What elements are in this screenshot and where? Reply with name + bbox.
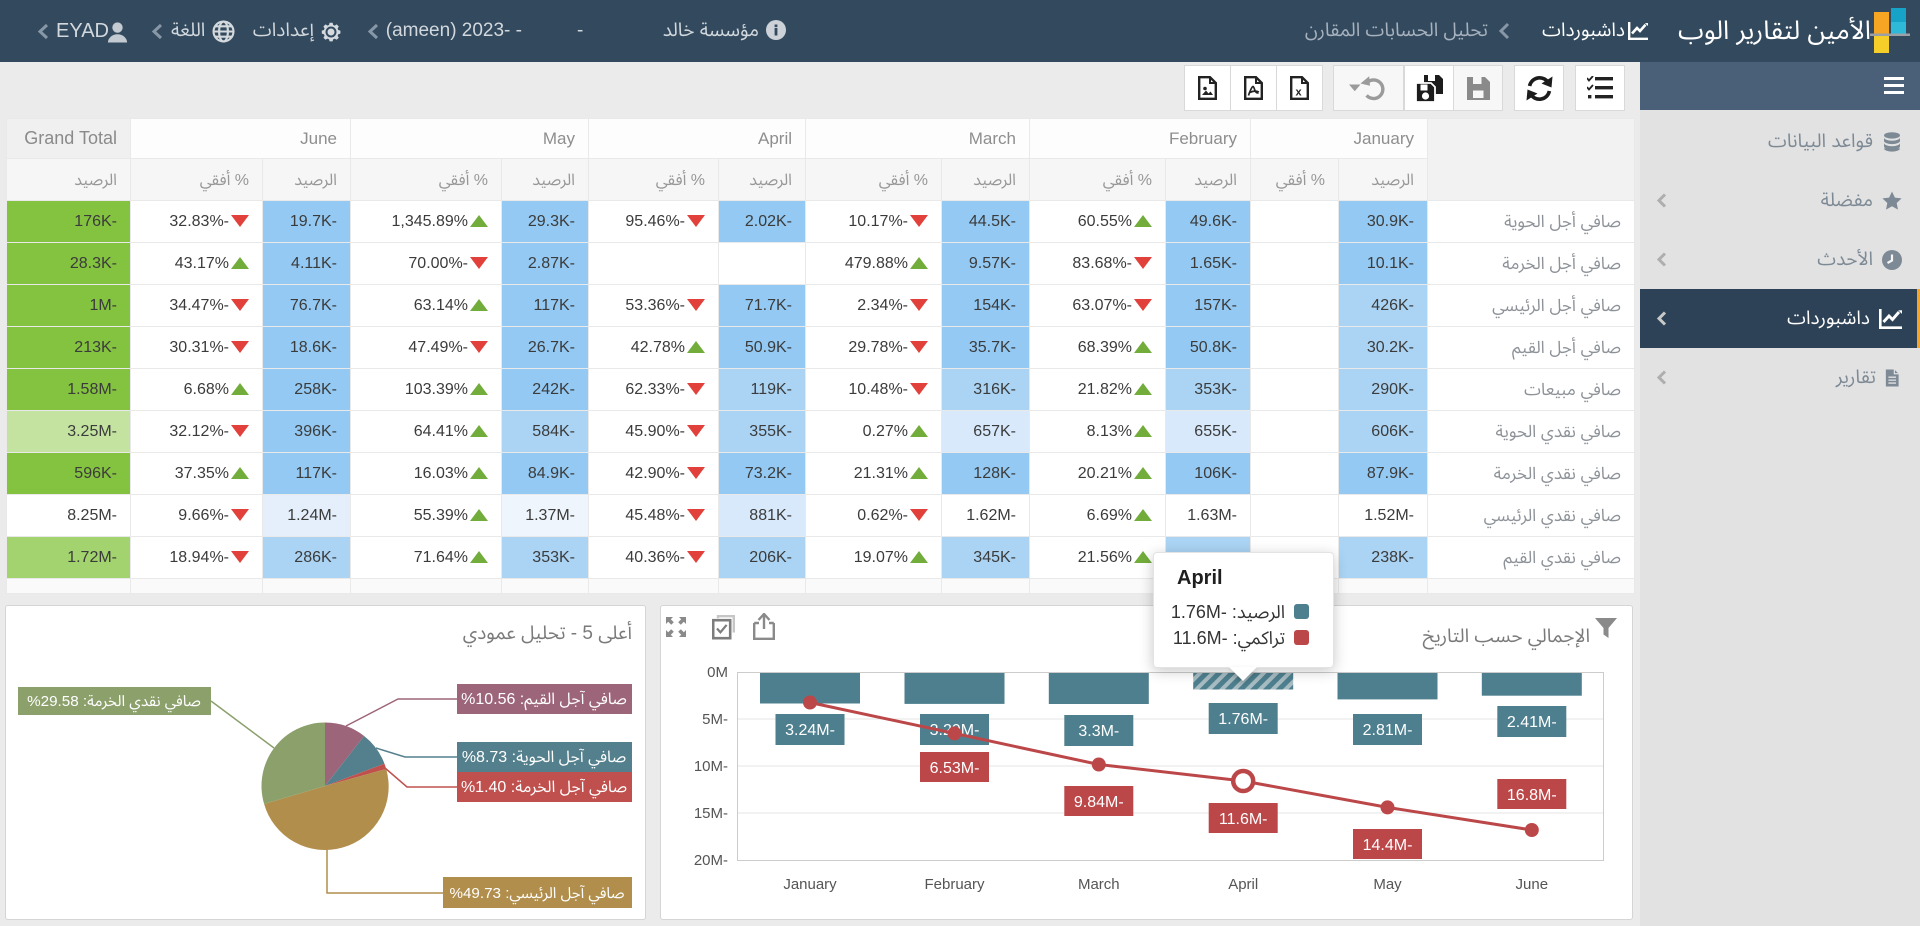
svg-text:1.76M-: 1.76M- bbox=[1218, 711, 1268, 728]
svg-text:x: x bbox=[1296, 87, 1303, 99]
svg-text:11.6M-: 11.6M- bbox=[1219, 811, 1268, 828]
svg-text:February: February bbox=[924, 876, 985, 893]
svg-text:April: April bbox=[1228, 876, 1258, 893]
svg-text:3.3M-: 3.3M- bbox=[1078, 723, 1119, 740]
svg-text:%1.40 :صافي آجل الخرمة: %1.40 :صافي آجل الخرمة bbox=[461, 778, 627, 800]
svg-text:June: June bbox=[1516, 876, 1549, 893]
svg-text:14.4M-: 14.4M- bbox=[1363, 837, 1413, 854]
svg-text:5M-: 5M- bbox=[702, 711, 728, 728]
svg-text:March: March bbox=[1078, 876, 1120, 893]
svg-text:10M-: 10M- bbox=[694, 758, 728, 775]
svg-text:15M-: 15M- bbox=[694, 805, 728, 822]
svg-text:0M: 0M bbox=[707, 664, 728, 681]
svg-text:%8.73 :صافي آجل الحوية: %8.73 :صافي آجل الحوية bbox=[462, 748, 626, 770]
svg-text:2.81M-: 2.81M- bbox=[1363, 722, 1413, 739]
svg-text:2.41M-: 2.41M- bbox=[1507, 714, 1557, 731]
svg-text:%49.73 :صافي آجل الرئيسي: %49.73 :صافي آجل الرئيسي bbox=[449, 885, 624, 905]
svg-text:May: May bbox=[1373, 876, 1402, 893]
svg-text:20M-: 20M- bbox=[694, 852, 728, 869]
svg-text:%29.58 :صافي نقدي الخرمة: %29.58 :صافي نقدي الخرمة bbox=[27, 693, 201, 713]
svg-text:January: January bbox=[783, 876, 837, 893]
svg-text:6.53M-: 6.53M- bbox=[930, 760, 980, 777]
svg-text:9.84M-: 9.84M- bbox=[1074, 794, 1124, 811]
svg-text:%10.56 :صافي آجل القيم: %10.56 :صافي آجل القيم bbox=[461, 690, 627, 712]
svg-text:3.24M-: 3.24M- bbox=[785, 722, 835, 739]
svg-text:16.8M-: 16.8M- bbox=[1507, 787, 1557, 804]
